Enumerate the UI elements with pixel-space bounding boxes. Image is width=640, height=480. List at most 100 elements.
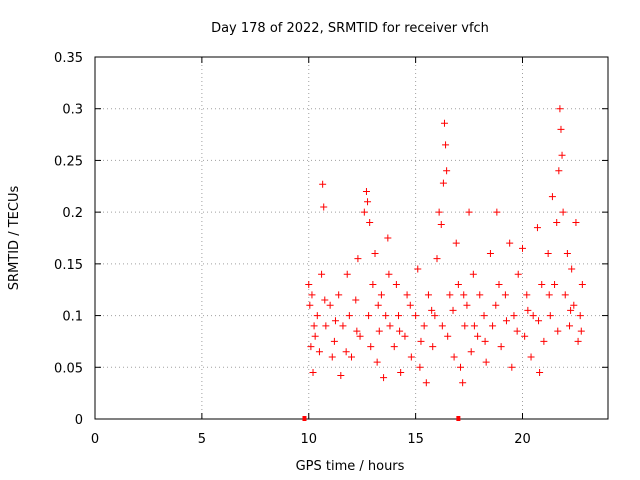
x-tick-label: 5: [198, 432, 206, 447]
data-point: [463, 301, 471, 309]
data-point: [390, 343, 398, 351]
data-point: [474, 332, 482, 340]
x-tick-label: 0: [91, 432, 99, 447]
data-point: [497, 343, 505, 351]
data-points: [302, 105, 586, 421]
data-point: [469, 270, 477, 278]
data-point: [493, 208, 501, 216]
data-point: [352, 296, 360, 304]
data-point: [482, 358, 490, 366]
data-point: [360, 208, 368, 216]
data-point: [452, 239, 460, 247]
data-point: [437, 221, 445, 229]
data-point: [450, 353, 458, 361]
data-point: [502, 317, 510, 325]
data-point: [438, 322, 446, 330]
data-point: [513, 327, 521, 335]
plot-area: [95, 57, 608, 419]
data-point: [307, 343, 315, 351]
data-point: [343, 270, 351, 278]
y-tick-label: 0.3: [62, 103, 83, 118]
data-point: [440, 119, 448, 127]
data-point: [310, 322, 318, 330]
data-point: [559, 208, 567, 216]
data-point: [369, 281, 377, 289]
data-point: [431, 312, 439, 320]
data-point: [371, 250, 379, 258]
data-point: [572, 218, 580, 226]
data-point: [554, 327, 562, 335]
data-point: [538, 281, 546, 289]
plot-frame: [94, 56, 609, 420]
data-point: [348, 353, 355, 361]
data-point: [374, 301, 382, 309]
data-point: [561, 291, 569, 299]
y-tick-label: 0: [75, 413, 83, 428]
data-point: [446, 291, 454, 299]
data-point: [345, 312, 353, 320]
data-point: [424, 291, 432, 299]
data-point: [356, 332, 364, 340]
data-point: [305, 281, 313, 289]
data-point: [429, 343, 437, 351]
data-point: [480, 312, 488, 320]
data-point: [377, 291, 385, 299]
data-point: [553, 218, 561, 226]
data-point: [342, 348, 350, 356]
data-point: [459, 379, 467, 387]
data-point: [337, 372, 345, 380]
data-point: [385, 270, 393, 278]
data-point: [501, 291, 509, 299]
data-point: [428, 306, 436, 314]
data-point: [353, 327, 361, 335]
x-axis-label: GPS time / hours: [296, 459, 405, 474]
data-point: [481, 337, 489, 345]
data-point: [523, 291, 531, 299]
y-tick-label: 0.25: [54, 154, 83, 169]
chart-title: Day 178 of 2022, SRMTID for receiver vfc…: [211, 21, 489, 36]
data-point: [362, 187, 370, 195]
data-point: [519, 244, 526, 252]
data-point: [375, 327, 383, 335]
data-point: [406, 301, 414, 309]
data-point: [461, 322, 469, 330]
y-tick-label: 0.35: [54, 51, 83, 66]
data-point: [397, 368, 405, 376]
data-point: [328, 353, 336, 361]
data-point: [318, 270, 326, 278]
data-point: [315, 348, 323, 356]
data-point: [535, 317, 543, 325]
data-point: [442, 141, 450, 149]
zero-marker: [456, 416, 461, 421]
data-point: [510, 312, 518, 320]
data-point: [382, 312, 390, 320]
data-point: [460, 291, 468, 299]
data-point: [326, 301, 334, 309]
data-point: [365, 312, 373, 320]
data-point: [557, 125, 565, 133]
data-point: [457, 363, 465, 371]
data-point: [335, 291, 343, 299]
data-point: [492, 301, 500, 309]
data-point: [568, 265, 576, 273]
data-point: [555, 167, 563, 175]
data-point: [380, 374, 388, 382]
data-point: [578, 281, 586, 289]
data-point: [444, 332, 452, 340]
data-point: [470, 322, 478, 330]
data-point: [364, 198, 372, 206]
data-point: [576, 312, 584, 320]
data-point: [533, 224, 541, 232]
data-point: [567, 306, 575, 314]
axes: 0 0.05 0.1 0.15 0.2 0.25 0.3 0.35 0 5 10 15 20: [54, 51, 608, 447]
data-point: [354, 255, 362, 263]
data-point: [386, 322, 394, 330]
data-point: [395, 312, 403, 320]
data-point: [339, 322, 347, 330]
data-point: [551, 281, 559, 289]
data-point: [416, 363, 424, 371]
data-point: [319, 180, 327, 188]
x-tick-label: 15: [407, 432, 424, 447]
data-point: [545, 291, 553, 299]
